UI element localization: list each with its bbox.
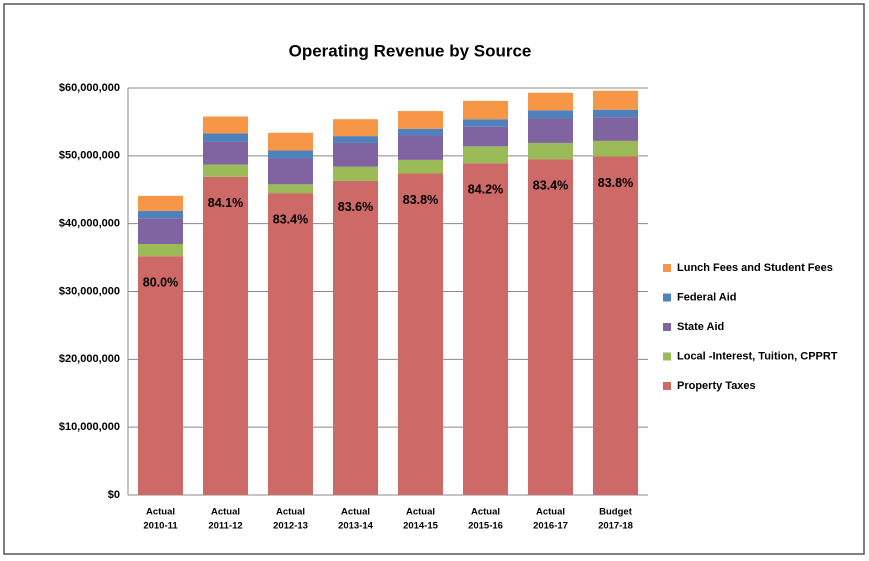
bar-segment [593,156,638,496]
bar-segment [138,256,183,495]
share-label: 83.4% [273,212,308,226]
bar-segment [333,166,378,181]
bar-segment [593,117,638,141]
share-label: 83.8% [403,193,438,207]
bar-segment [528,159,573,495]
x-tick-label: 2013-14 [338,521,374,532]
bar-segment [203,141,248,165]
y-tick-label: $10,000,000 [59,421,120,433]
bar-segment [203,176,248,495]
bar-segment [333,119,378,137]
bar-segment [398,111,443,129]
bar-segment [268,150,313,159]
legend-swatch [663,382,671,390]
legend-swatch [663,352,671,361]
bar-segment [203,116,248,134]
legend-label: Local -Interest, Tuition, CPPRT [677,350,838,362]
y-tick-label: $0 [108,489,120,501]
x-tick-label: 2017-18 [598,521,633,532]
bar-segment [138,210,183,219]
legend-label: Lunch Fees and Student Fees [677,262,833,274]
share-label: 84.2% [468,183,503,197]
bar-segment [333,136,378,143]
legend-swatch [663,293,671,302]
x-tick-label: Actual [471,507,500,518]
y-tick-label: $60,000,000 [59,82,120,94]
bar-segment [333,180,378,495]
bar-segment [528,142,573,160]
x-tick-label: 2015-16 [468,521,503,532]
bar-segment [463,100,508,120]
bar-segment [398,173,443,495]
legend-label: Property Taxes [677,380,756,392]
bar-segment [398,128,443,136]
bar-segment [528,110,573,119]
bar-segment [333,142,378,167]
bar-segment [138,244,183,257]
bar-segment [398,135,443,160]
legend-label: State Aid [677,321,724,333]
bar-segment [463,163,508,496]
y-tick-label: $50,000,000 [59,150,120,162]
y-tick-label: $30,000,000 [59,285,120,297]
bar-segment [268,132,313,151]
bar-segment [398,159,443,174]
y-tick-label: $20,000,000 [59,353,120,365]
bar-segment [203,164,248,177]
legend-swatch [663,264,671,272]
legend-swatch [663,323,671,331]
bar-segment [463,126,508,147]
share-label: 83.4% [533,179,568,193]
share-label: 80.0% [143,276,178,290]
x-tick-label: 2011-12 [208,521,242,532]
bar-segment [268,158,313,185]
x-tick-label: Actual [406,507,435,518]
chart-title: Operating Revenue by Source [289,41,532,60]
bar-segment [593,140,638,157]
bar-segment [138,218,183,245]
share-label: 83.8% [598,176,633,190]
x-tick-label: 2014-15 [403,521,439,532]
bar-segment [463,119,508,127]
share-label: 84.1% [208,196,243,210]
bar-segment [138,195,183,211]
x-tick-label: 2010-11 [143,521,178,532]
x-tick-label: Actual [276,507,305,518]
x-tick-label: Actual [341,507,370,518]
bar-segment [528,92,573,111]
share-label: 83.6% [338,200,373,214]
bar-segment [593,90,638,110]
x-tick-label: Budget [599,507,633,518]
x-tick-label: Actual [146,507,175,518]
x-tick-label: Actual [536,507,565,518]
x-tick-label: 2016-17 [533,521,568,532]
legend-label: Federal Aid [677,291,737,303]
bar-segment [268,193,313,495]
x-tick-label: 2012-13 [273,521,308,532]
bar-segment [463,146,508,164]
x-tick-label: Actual [211,507,240,518]
bar-segment [268,184,313,194]
y-tick-label: $40,000,000 [59,218,120,230]
bar-segment [528,118,573,143]
bar-segment [593,109,638,118]
bar-segment [203,133,248,142]
